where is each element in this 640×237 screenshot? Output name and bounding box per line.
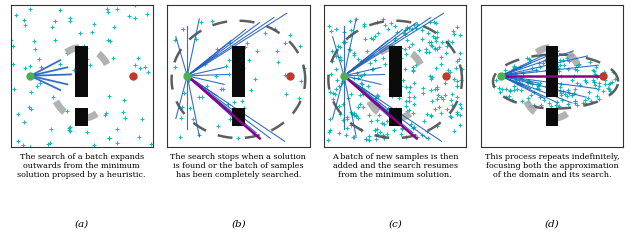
Text: The search of a batch expands
outwards from the minimum
solution propsed by a he: The search of a batch expands outwards f… <box>17 153 146 179</box>
Bar <box>76 46 88 97</box>
Bar <box>389 46 401 97</box>
Text: (d): (d) <box>545 220 559 229</box>
Bar <box>546 46 558 97</box>
Text: The search stops when a solution
is found or the batch of samples
has been compl: The search stops when a solution is foun… <box>170 153 307 179</box>
Text: This process repeats indefinitely,
focusing both the approximation
of the domain: This process repeats indefinitely, focus… <box>484 153 620 179</box>
Text: (c): (c) <box>388 220 402 229</box>
Bar <box>389 108 401 126</box>
Text: A batch of new samples is then
added and the search resumes
from the minimum sol: A batch of new samples is then added and… <box>332 153 458 179</box>
Bar <box>232 108 244 126</box>
Text: (b): (b) <box>231 220 246 229</box>
Bar <box>232 46 244 97</box>
Text: (a): (a) <box>74 220 89 229</box>
Bar <box>546 108 558 126</box>
Bar <box>76 108 88 126</box>
